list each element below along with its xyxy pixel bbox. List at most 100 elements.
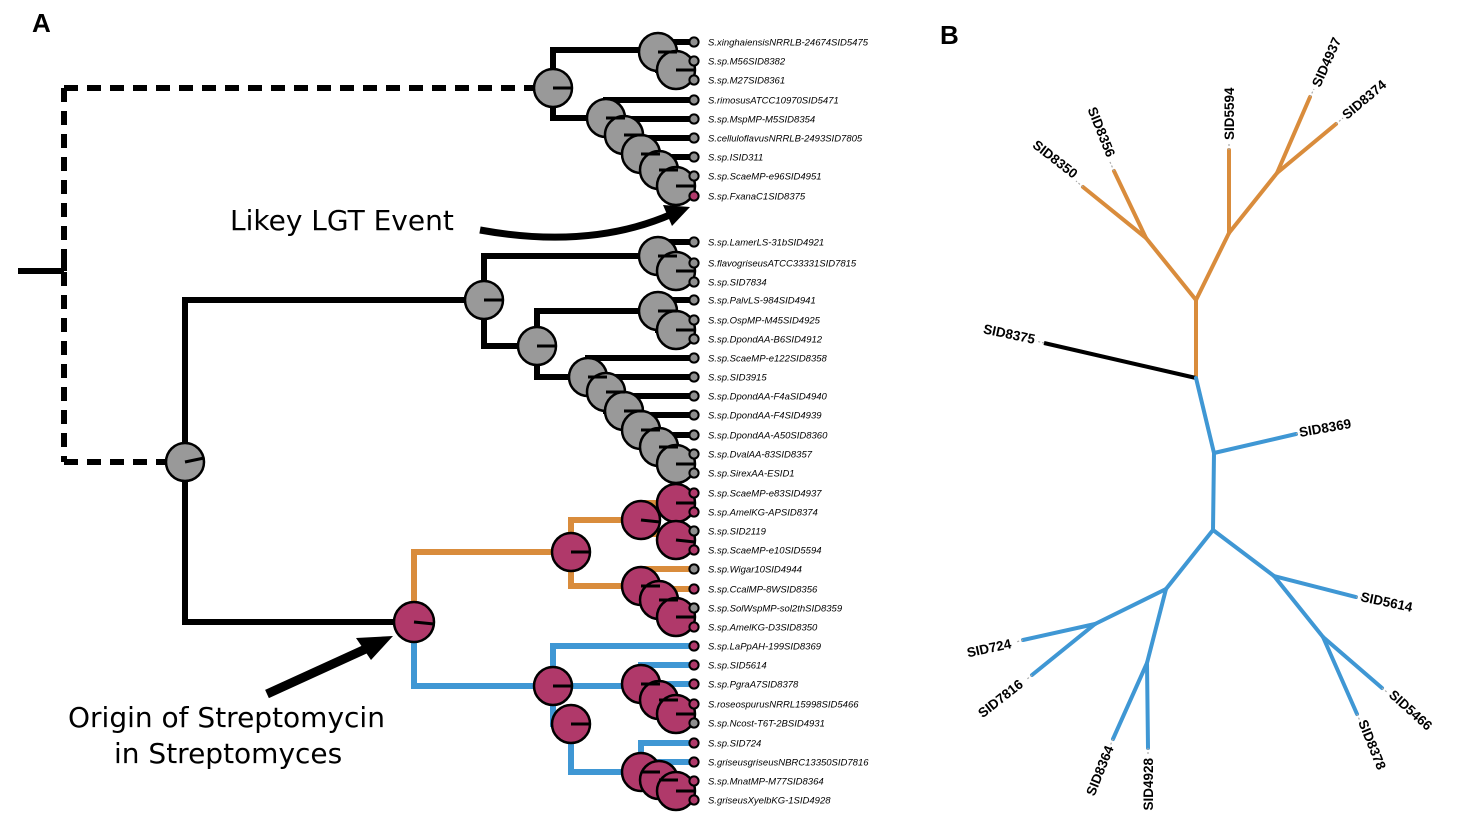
tip-dot <box>688 170 700 182</box>
tip-row: S.flavogriseusATCC33331SID7815 <box>688 257 857 270</box>
tip-row: S.sp.LamerLS-31bSID4921 <box>688 236 824 249</box>
tip-label: S.sp.DpondAA-B6SID4912 <box>708 335 823 346</box>
tip-label: S.griseusgriseusNBRC13350SID7816 <box>708 758 869 769</box>
tip-row: S.sp.DpondAA-F4aSID4940 <box>688 390 828 403</box>
leaf-label-sid8375: SID8375 <box>982 321 1037 347</box>
tip-dot <box>688 55 700 67</box>
tip-row: S.sp.M27SID8361 <box>688 74 785 87</box>
leaf-label-sid8350: SID8350 <box>1030 137 1081 181</box>
tip-label: S.sp.SID2119 <box>708 527 767 538</box>
tip-label: S.sp.ScaeMP-e122SID8358 <box>708 354 828 365</box>
black-lgt-branch <box>1043 341 1197 380</box>
tip-row: S.sp.SirexAA-ESID1 <box>688 467 795 480</box>
tip-dot <box>688 737 700 749</box>
tip-dot <box>688 113 700 125</box>
tip-dot <box>688 659 700 671</box>
tip-row: S.sp.DpondAA-F4SID4939 <box>688 409 822 422</box>
tip-label: S.sp.SID7834 <box>708 278 767 289</box>
tip-row: S.sp.MnatMP-M77SID8364 <box>688 775 824 788</box>
tip-dot <box>688 698 700 710</box>
tip-dot <box>688 236 700 248</box>
tip-label: S.sp.LamerLS-31bSID4921 <box>708 238 824 249</box>
tip-dot <box>688 525 700 537</box>
tip-row: S.sp.SID5614 <box>688 659 767 672</box>
orange-subtree <box>1081 95 1338 380</box>
tip-row: S.sp.CcalMP-8WSID8356 <box>688 583 818 596</box>
tip-row: S.sp.MspMP-M5SID8354 <box>688 113 815 126</box>
tip-dot <box>688 257 700 269</box>
tip-label: S.sp.DpondAA-F4SID4939 <box>708 411 822 422</box>
tip-dot <box>688 429 700 441</box>
tip-dot <box>688 621 700 633</box>
tip-row: S.celluloflavusNRRLB-2493SID7805 <box>688 132 863 145</box>
leaf-label-sid4928: SID4928 <box>1141 758 1156 811</box>
tip-label: S.sp.MspMP-M5SID8354 <box>708 115 815 126</box>
panel-a-letter: A <box>32 8 51 38</box>
tip-row: S.sp.ISID311 <box>688 151 763 164</box>
tip-label: S.sp.ISID311 <box>708 153 763 164</box>
origin-annotation-line2: in Streptomyces <box>114 737 342 770</box>
tip-row: S.sp.ScaeMP-e96SID4951 <box>688 170 822 183</box>
lgt-annotation: Likey LGT Event <box>230 204 454 237</box>
tip-row: S.sp.ScaeMP-e83SID4937 <box>688 487 822 500</box>
tip-group: S.xinghaiensisNRRLB-24674SID5475 S.sp.M56… <box>688 36 869 807</box>
tip-label: S.sp.FxanaC1SID8375 <box>708 192 806 203</box>
tip-row: S.sp.DpondAA-A50SID8360 <box>688 429 828 442</box>
tip-label: S.rimosusATCC10970SID5471 <box>708 96 839 107</box>
leaf-label-sid8374: SID8374 <box>1339 77 1389 123</box>
tip-label: S.sp.MnatMP-M77SID8364 <box>708 777 824 788</box>
tip-row: S.sp.SID7834 <box>688 276 767 289</box>
tip-row: S.sp.SolWspMP-sol2thSID8359 <box>688 602 843 615</box>
node-pie-needles <box>184 50 696 793</box>
tip-row: S.sp.Ncost-T6T-2BSID4931 <box>688 717 825 730</box>
tip-row: S.sp.OspMP-M45SID4925 <box>688 314 821 327</box>
tip-row: S.roseospurusNRRL15998SID5466 <box>688 698 859 711</box>
leaf-label-sid8364: SID8364 <box>1083 743 1117 798</box>
tip-dot <box>688 390 700 402</box>
tip-label: S.sp.DpondAA-A50SID8360 <box>708 431 828 442</box>
tip-dot <box>688 314 700 326</box>
tip-dot <box>688 132 700 144</box>
tip-label: S.sp.DvalAA-83SID8357 <box>708 450 813 461</box>
blue-subtree <box>1021 376 1384 750</box>
tip-row: S.sp.AmelKG-D3SID8350 <box>688 621 818 634</box>
tip-label: S.sp.DpondAA-F4aSID4940 <box>708 392 828 403</box>
tip-row: S.xinghaiensisNRRLB-24674SID5475 <box>688 36 869 49</box>
tip-dot <box>688 294 700 306</box>
tip-label: S.sp.PalvLS-984SID4941 <box>708 296 816 307</box>
origin-annotation-line1: Origin of Streptomycin <box>68 701 385 734</box>
tip-label: S.sp.Ncost-T6T-2BSID4931 <box>708 719 825 730</box>
tip-label: S.sp.ScaeMP-e96SID4951 <box>708 172 822 183</box>
tip-dot <box>688 717 700 729</box>
tip-dot <box>688 602 700 614</box>
leaf-dotted-connectors <box>1015 88 1389 756</box>
panel-b-letter: B <box>940 20 959 50</box>
tip-label: S.celluloflavusNRRLB-2493SID7805 <box>708 134 863 145</box>
tip-row: S.griseusXyelbKG-1SID4928 <box>688 794 831 807</box>
tip-dot <box>688 409 700 421</box>
leaf-label-sid5466: SID5466 <box>1386 687 1435 734</box>
leaf-label-sid8369: SID8369 <box>1298 416 1352 440</box>
tip-label: S.roseospurusNRRL15998SID5466 <box>708 700 859 711</box>
tip-dot <box>688 352 700 364</box>
tip-label: S.sp.ScaeMP-e10SID5594 <box>708 546 822 557</box>
tip-label: S.griseusXyelbKG-1SID4928 <box>708 796 831 807</box>
leaf-label-sid5594: SID5594 <box>1222 87 1237 140</box>
tip-dot <box>688 775 700 787</box>
tip-dot <box>688 276 700 288</box>
tip-row: S.sp.PgraA7SID8378 <box>688 678 799 691</box>
tip-row: S.sp.PalvLS-984SID4941 <box>688 294 816 307</box>
leaf-label-sid724: SID724 <box>965 636 1013 660</box>
tip-label: S.sp.LaPpAH-199SID8369 <box>708 642 822 653</box>
tip-dot <box>688 794 700 806</box>
origin-arrow-shaft <box>265 642 372 699</box>
tip-label: S.sp.M56SID8382 <box>708 57 786 68</box>
tip-row: S.sp.AmelKG-APSID8374 <box>688 506 818 519</box>
tip-label: S.sp.SID724 <box>708 739 761 750</box>
tip-label: S.sp.AmelKG-D3SID8350 <box>708 623 818 634</box>
tip-dot <box>688 448 700 460</box>
tip-label: S.sp.M27SID8361 <box>708 76 785 87</box>
leaf-label-sid8356: SID8356 <box>1085 105 1119 160</box>
tip-dot <box>688 506 700 518</box>
